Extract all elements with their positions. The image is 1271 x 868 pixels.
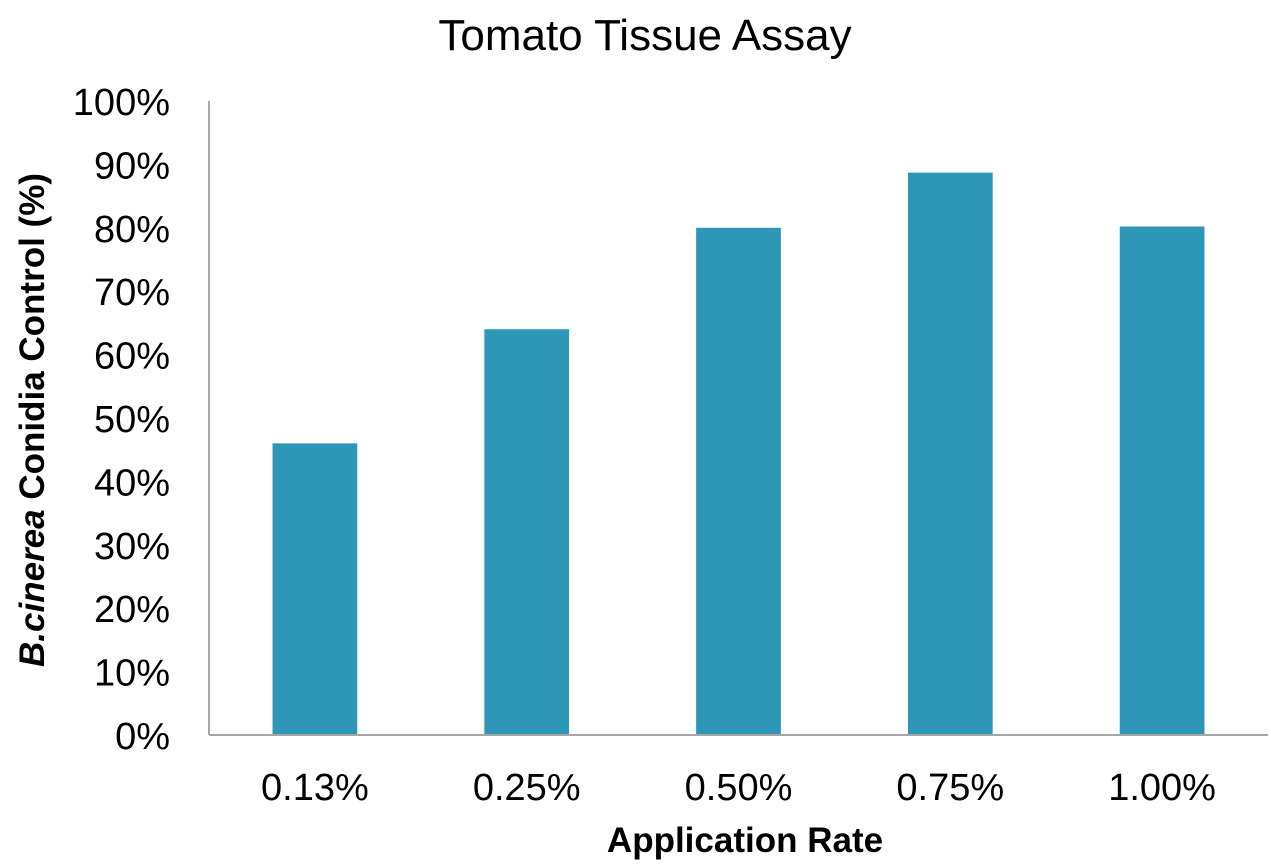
bars [272, 172, 1205, 736]
bar [696, 227, 781, 736]
y-tick-label: 70% [94, 272, 170, 314]
y-tick-label: 20% [94, 589, 170, 631]
bar [272, 443, 358, 735]
x-tick-labels: 0.13% 0.25% 0.50% 0.75% 1.00% [261, 767, 1216, 809]
y-tick-label: 30% [94, 526, 170, 568]
y-tick-label: 60% [94, 336, 170, 378]
y-tick-label: 0% [115, 716, 170, 758]
y-axis-label-italic: B.cinerea [13, 509, 52, 667]
bar [484, 329, 570, 735]
y-tick-label: 100% [73, 82, 170, 124]
y-tick-label: 80% [94, 209, 170, 251]
y-tick-label: 50% [94, 399, 170, 441]
bar [907, 172, 993, 736]
x-tick-label: 0.13% [261, 767, 369, 809]
x-tick-label: 0.50% [685, 767, 793, 809]
y-axis-label-rest: Conidia Control (%) [13, 173, 52, 509]
x-tick-label: 0.75% [896, 767, 1004, 809]
y-tick-label: 10% [94, 653, 170, 695]
y-tick-label: 90% [94, 145, 170, 187]
y-tick-label: 40% [94, 462, 170, 504]
bar [1119, 226, 1205, 736]
y-tick-labels: 0% 10% 20% 30% 40% 50% 60% 70% 80% 90% 100% [73, 82, 170, 758]
x-axis-label: Application Rate [607, 821, 883, 860]
x-tick-label: 0.25% [473, 767, 581, 809]
chart-title: Tomato Tissue Assay [438, 11, 851, 60]
axes [208, 101, 1268, 736]
x-tick-label: 1.00% [1108, 767, 1216, 809]
y-axis-label: B.cinerea Conidia Control (%) [13, 173, 52, 667]
